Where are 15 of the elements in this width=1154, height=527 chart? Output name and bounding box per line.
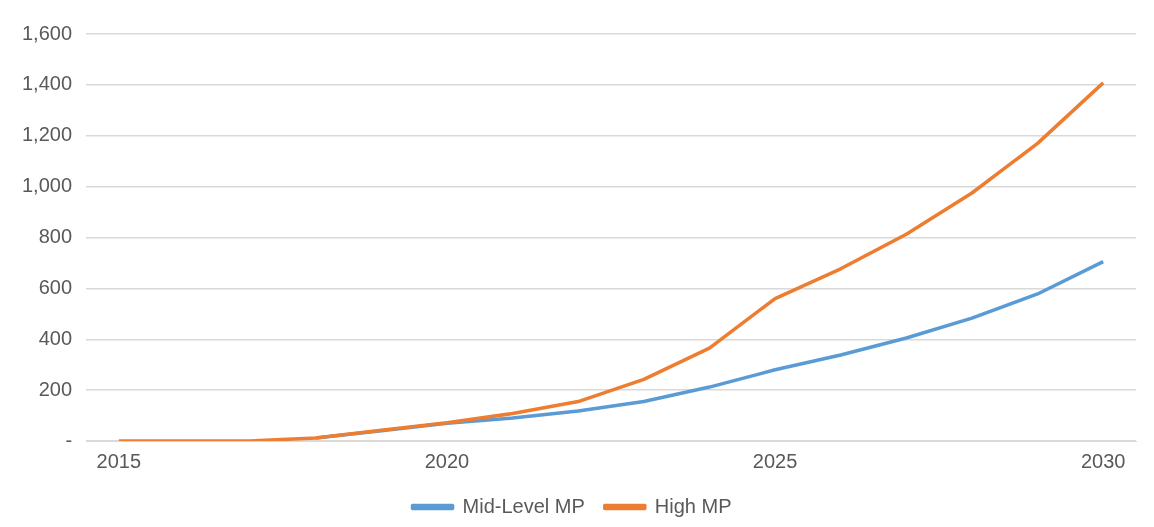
y-tick-label: 1,400 — [21, 72, 73, 95]
legend-label: High MP — [654, 494, 732, 517]
x-tick-label: 2020 — [424, 449, 470, 472]
y-tick-label: 1,600 — [21, 21, 73, 44]
y-tick-label: 200 — [38, 377, 73, 400]
x-tick-label: 2025 — [752, 449, 798, 472]
y-tick-label: 1,200 — [21, 123, 73, 146]
y-tick-label: - — [65, 428, 73, 451]
x-tick-label: 2030 — [1080, 449, 1126, 472]
legend-label: Mid-Level MP — [462, 494, 585, 517]
x-tick-label: 2015 — [96, 449, 142, 472]
y-tick-label: 1,000 — [21, 174, 73, 197]
y-tick-label: 800 — [38, 225, 73, 248]
y-tick-label: 600 — [38, 275, 73, 298]
y-tick-label: 400 — [38, 326, 73, 349]
